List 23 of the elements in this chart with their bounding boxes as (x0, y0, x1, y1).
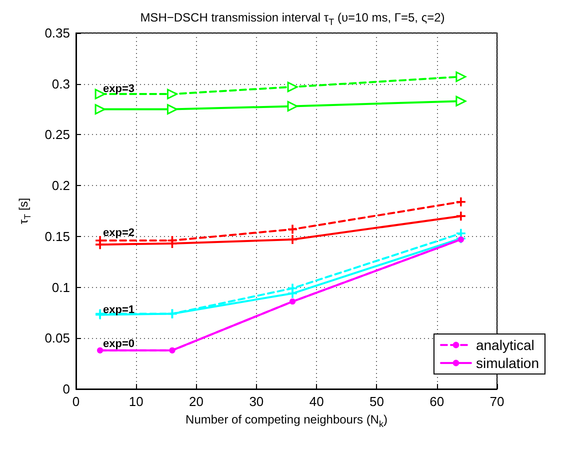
x-tick-label: 60 (430, 394, 444, 409)
y-tick-label: 0.1 (52, 280, 70, 295)
legend-label: analytical (476, 337, 534, 353)
y-tick-label: 0.15 (44, 228, 70, 244)
x-tick-label: 10 (128, 394, 144, 409)
x-tick-label: 20 (189, 394, 204, 409)
annotation: exp=3 (103, 83, 134, 95)
y-tick-label: 0.2 (52, 178, 70, 194)
x-tick-label: 30 (249, 394, 264, 409)
legend-label: simulation (476, 355, 540, 371)
y-tick-label: 0.05 (44, 330, 70, 346)
x-tick-label: 50 (369, 394, 384, 409)
x-tick-label: 70 (490, 394, 504, 409)
annotation: exp=0 (103, 338, 134, 350)
y-tick-label: 0.35 (44, 26, 70, 40)
y-tick-label: 0.3 (52, 76, 70, 92)
y-axis-title: τT [s] (16, 198, 32, 224)
y-tick-label: 0.25 (44, 127, 70, 142)
annotation: exp=2 (103, 227, 134, 239)
annotation: exp=1 (103, 304, 134, 316)
y-tick-label: 0 (62, 382, 70, 396)
x-tick-label: 0 (72, 394, 80, 409)
x-tick-label: 40 (309, 394, 324, 409)
